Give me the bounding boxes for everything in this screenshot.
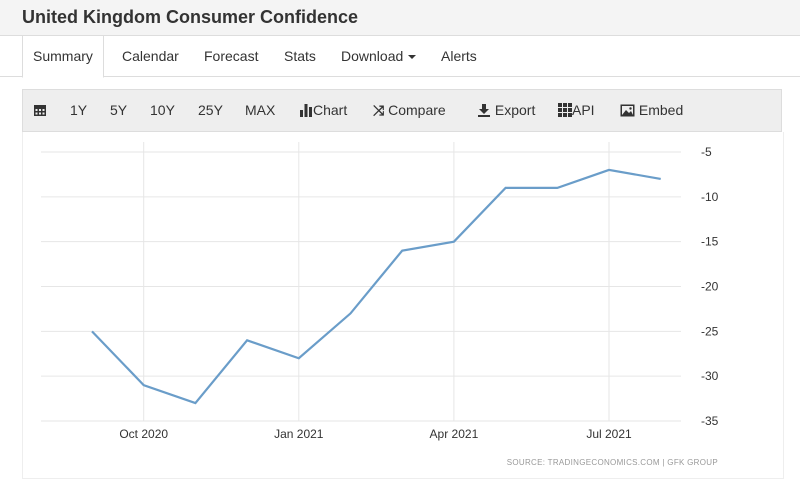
embed-label: Embed (639, 102, 683, 118)
tab-calendar[interactable]: Calendar (122, 36, 179, 76)
y-tick-label: -5 (701, 145, 712, 159)
range-max-button[interactable]: MAX (245, 90, 275, 131)
tab-bar: Summary Calendar Forecast Stats Download… (0, 36, 800, 77)
compare-button[interactable]: ⤨ Compare (373, 90, 446, 131)
download-icon (477, 103, 491, 117)
embed-button[interactable]: Embed (620, 90, 683, 131)
x-tick-label: Oct 2020 (119, 427, 168, 441)
x-tick-label: Apr 2021 (430, 427, 479, 441)
image-icon (620, 104, 635, 117)
page-header: United Kingdom Consumer Confidence (0, 0, 800, 36)
y-tick-label: -10 (701, 190, 719, 204)
source-label: SOURCE: TRADINGECONOMICS.COM | GFK GROUP (507, 458, 718, 467)
tab-stats[interactable]: Stats (284, 36, 316, 76)
bar-chart-icon (299, 103, 313, 117)
line-chart: -5 -10 -15 -20 -25 -30 -35 Oct 2020 Jan 2021 Apr … (23, 132, 783, 478)
x-tick-label: Jul 2021 (586, 427, 632, 441)
range-25y-button[interactable]: 25Y (198, 90, 223, 131)
chart-button[interactable]: Chart (299, 90, 347, 131)
tab-summary[interactable]: Summary (22, 36, 104, 78)
range-10y-button[interactable]: 10Y (150, 90, 175, 131)
tab-download-label: Download (341, 48, 403, 64)
caret-down-icon (408, 55, 416, 59)
chart-panel: -5 -10 -15 -20 -25 -30 -35 Oct 2020 Jan 2021 Apr … (22, 132, 784, 479)
y-tick-label: -20 (701, 280, 719, 294)
shuffle-icon: ⤨ (373, 102, 384, 118)
grid-icon (558, 103, 572, 117)
chart-label: Chart (313, 102, 347, 118)
range-5y-button[interactable]: 5Y (110, 90, 127, 131)
tab-forecast[interactable]: Forecast (204, 36, 258, 76)
y-tick-label: -15 (701, 235, 719, 249)
y-tick-label: -30 (701, 369, 719, 383)
calendar-icon[interactable] (33, 90, 47, 131)
y-tick-label: -35 (701, 414, 719, 428)
api-label: API (572, 102, 595, 118)
chart-toolbar: 1Y 5Y 10Y 25Y MAX Chart ⤨ Compare Export… (22, 89, 782, 132)
x-tick-label: Jan 2021 (274, 427, 324, 441)
y-tick-label: -25 (701, 324, 719, 338)
tab-download[interactable]: Download (341, 36, 416, 76)
export-button[interactable]: Export (477, 90, 535, 131)
export-label: Export (495, 102, 535, 118)
page-title: United Kingdom Consumer Confidence (22, 7, 358, 28)
range-1y-button[interactable]: 1Y (70, 90, 87, 131)
tab-alerts[interactable]: Alerts (441, 36, 477, 76)
api-button[interactable]: API (558, 90, 595, 131)
compare-label: Compare (388, 102, 446, 118)
